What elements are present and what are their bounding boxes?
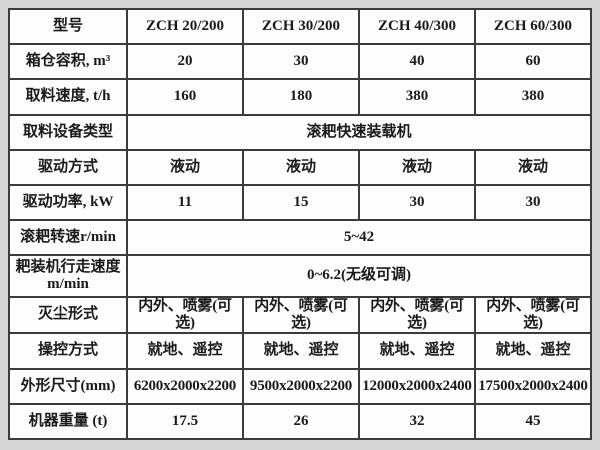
cell-drive-power-2: 15 xyxy=(242,184,360,222)
cell-model-1: ZCH 20/200 xyxy=(126,7,244,46)
row-label-rake-rotation: 滚耙转速r/min xyxy=(8,219,128,257)
cell-drive-mode-1: 液动 xyxy=(126,148,244,187)
row-label-model: 型号 xyxy=(8,7,128,46)
row-label-drive-mode: 驱动方式 xyxy=(8,148,128,187)
table-row-travel-speed: 耙装机行走速度 m/min 0~6.2(无级可调) xyxy=(8,254,592,298)
row-label-control-mode: 操控方式 xyxy=(8,332,128,370)
table-row-model: 型号 ZCH 20/200 ZCH 30/200 ZCH 40/300 ZCH … xyxy=(8,7,592,46)
cell-dimensions-2: 9500x2000x2200 xyxy=(242,367,360,405)
cell-model-4: ZCH 60/300 xyxy=(474,7,592,46)
table-row-dust-suppression: 灭尘形式 内外、喷雾(可选) 内外、喷雾(可选) 内外、喷雾(可选) 内外、喷雾… xyxy=(8,295,592,335)
cell-drive-mode-2: 液动 xyxy=(242,148,360,187)
row-label-bin-volume: 箱仓容积, m³ xyxy=(8,43,128,81)
cell-reclaim-speed-4: 380 xyxy=(474,78,592,116)
cell-drive-power-1: 11 xyxy=(126,184,244,222)
table-row-machine-weight: 机器重量 (t) 17.5 26 32 45 xyxy=(8,402,592,441)
cell-travel-speed-span: 0~6.2(无级可调) xyxy=(126,254,592,298)
cell-bin-volume-2: 30 xyxy=(242,43,360,81)
cell-drive-mode-3: 液动 xyxy=(358,148,476,187)
cell-weight-3: 32 xyxy=(358,402,476,441)
cell-dust-2: 内外、喷雾(可选) xyxy=(242,295,360,335)
cell-dimensions-3: 12000x2000x2400 xyxy=(358,367,476,405)
cell-reclaim-speed-2: 180 xyxy=(242,78,360,116)
table-row-reclaim-speed: 取料速度, t/h 160 180 380 380 xyxy=(8,78,592,116)
cell-drive-mode-4: 液动 xyxy=(474,148,592,187)
cell-drive-power-3: 30 xyxy=(358,184,476,222)
table-row-bin-volume: 箱仓容积, m³ 20 30 40 60 xyxy=(8,43,592,81)
row-label-dust-suppression: 灭尘形式 xyxy=(8,295,128,335)
cell-model-2: ZCH 30/200 xyxy=(242,7,360,46)
cell-drive-power-4: 30 xyxy=(474,184,592,222)
row-label-reclaim-speed: 取料速度, t/h xyxy=(8,78,128,116)
table-row-drive-mode: 驱动方式 液动 液动 液动 液动 xyxy=(8,148,592,187)
table-row-control-mode: 操控方式 就地、遥控 就地、遥控 就地、遥控 就地、遥控 xyxy=(8,332,592,370)
row-label-machine-weight: 机器重量 (t) xyxy=(8,402,128,441)
cell-weight-1: 17.5 xyxy=(126,402,244,441)
cell-bin-volume-4: 60 xyxy=(474,43,592,81)
cell-dust-3: 内外、喷雾(可选) xyxy=(358,295,476,335)
cell-dust-1: 内外、喷雾(可选) xyxy=(126,295,244,335)
cell-rake-rotation-span: 5~42 xyxy=(126,219,592,257)
table-row-drive-power: 驱动功率, kW 11 15 30 30 xyxy=(8,184,592,222)
cell-control-1: 就地、遥控 xyxy=(126,332,244,370)
cell-dust-4: 内外、喷雾(可选) xyxy=(474,295,592,335)
cell-dimensions-1: 6200x2000x2200 xyxy=(126,367,244,405)
table-row-dimensions: 外形尺寸(mm) 6200x2000x2200 9500x2000x2200 1… xyxy=(8,367,592,405)
row-label-dimensions: 外形尺寸(mm) xyxy=(8,367,128,405)
cell-equipment-type-span: 滚耙快速装载机 xyxy=(126,113,592,151)
cell-control-4: 就地、遥控 xyxy=(474,332,592,370)
table-row-rake-rotation: 滚耙转速r/min 5~42 xyxy=(8,219,592,257)
row-label-equipment-type: 取料设备类型 xyxy=(8,113,128,151)
row-label-travel-speed: 耙装机行走速度 m/min xyxy=(8,254,128,298)
spec-sheet: 型号 ZCH 20/200 ZCH 30/200 ZCH 40/300 ZCH … xyxy=(8,7,592,441)
cell-control-2: 就地、遥控 xyxy=(242,332,360,370)
cell-bin-volume-1: 20 xyxy=(126,43,244,81)
cell-dimensions-4: 17500x2000x2400 xyxy=(474,367,592,405)
table-row-equipment-type: 取料设备类型 滚耙快速装载机 xyxy=(8,113,592,151)
cell-model-3: ZCH 40/300 xyxy=(358,7,476,46)
cell-control-3: 就地、遥控 xyxy=(358,332,476,370)
cell-reclaim-speed-3: 380 xyxy=(358,78,476,116)
cell-bin-volume-3: 40 xyxy=(358,43,476,81)
row-label-drive-power: 驱动功率, kW xyxy=(8,184,128,222)
cell-reclaim-speed-1: 160 xyxy=(126,78,244,116)
spec-table: 型号 ZCH 20/200 ZCH 30/200 ZCH 40/300 ZCH … xyxy=(8,7,592,441)
cell-weight-2: 26 xyxy=(242,402,360,441)
cell-weight-4: 45 xyxy=(474,402,592,441)
